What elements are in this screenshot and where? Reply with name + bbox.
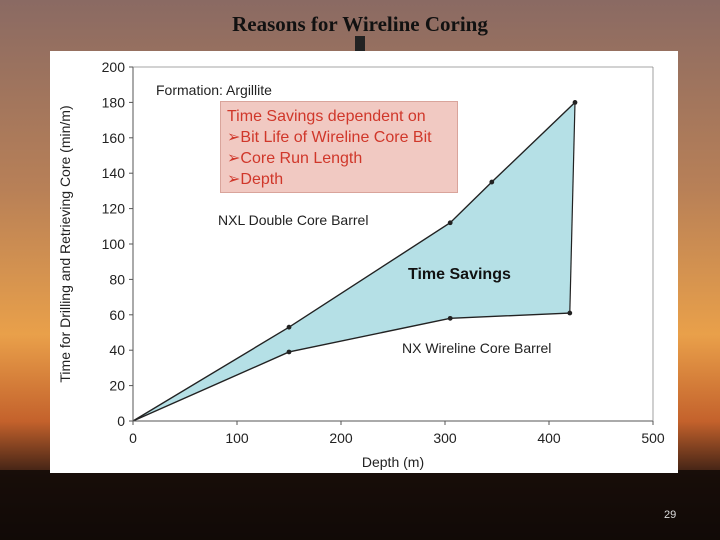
page-number: 29 (664, 509, 677, 521)
nx-point-2 (447, 315, 453, 321)
nxl-point-1 (286, 324, 292, 330)
x-tick-label: 400 (537, 430, 561, 446)
nx-point-1 (286, 349, 292, 355)
nxl-point-2 (447, 220, 453, 226)
y-tick-label: 160 (102, 130, 126, 146)
y-tick-label: 200 (102, 59, 126, 75)
area-closing-edge (569, 102, 576, 314)
x-tick-label: 500 (641, 430, 665, 446)
y-tick-label: 120 (102, 201, 126, 217)
note-heading: Time Savings dependent on (227, 108, 426, 125)
nxl-point-4 (572, 100, 578, 105)
x-tick-label: 0 (129, 430, 137, 446)
time-savings-area (133, 102, 575, 422)
nxl-series-label: NXL Double Core Barrel (218, 212, 368, 228)
y-axis-label: Time for Drilling and Retrieving Core (m… (57, 105, 73, 382)
x-tick-label: 100 (225, 430, 249, 446)
nx-point-3 (567, 310, 573, 316)
x-tick-label: 200 (329, 430, 353, 446)
y-tick-label: 20 (109, 378, 125, 394)
y-tick-label: 80 (109, 271, 125, 287)
x-axis-label: Depth (m) (362, 454, 424, 470)
chart-card: 0 20 40 60 80 100 120 140 160 180 200 0 100 200 300 400… (50, 51, 678, 473)
nxl-point-3 (489, 179, 495, 185)
rig-silhouette (355, 36, 365, 54)
y-tick-label: 140 (102, 165, 126, 181)
x-tick-label: 300 (433, 430, 457, 446)
note-bullet-depth: ➢Depth (227, 171, 284, 188)
note-bullet-run-length: ➢Core Run Length (227, 150, 363, 167)
nx-wireline-core-barrel-line (132, 312, 570, 422)
formation-label: Formation: Argillite (156, 82, 272, 98)
y-tick-label: 0 (117, 413, 125, 429)
time-savings-label: Time Savings (408, 266, 511, 283)
nx-series-label: NX Wireline Core Barrel (402, 340, 551, 356)
note-bullet-bit-life: ➢Bit Life of Wireline Core Bit (227, 129, 432, 146)
chart: 0 20 40 60 80 100 120 140 160 180 200 0 100 200 300 400… (57, 59, 665, 470)
y-tick-label: 100 (102, 236, 126, 252)
y-tick-label: 40 (109, 342, 125, 358)
highlight-note-box: Time Savings dependent on ➢Bit Life of W… (220, 101, 458, 193)
slide-title: Reasons for Wireline Coring (232, 12, 488, 36)
y-tick-label: 60 (109, 307, 125, 323)
y-tick-label: 180 (102, 94, 126, 110)
